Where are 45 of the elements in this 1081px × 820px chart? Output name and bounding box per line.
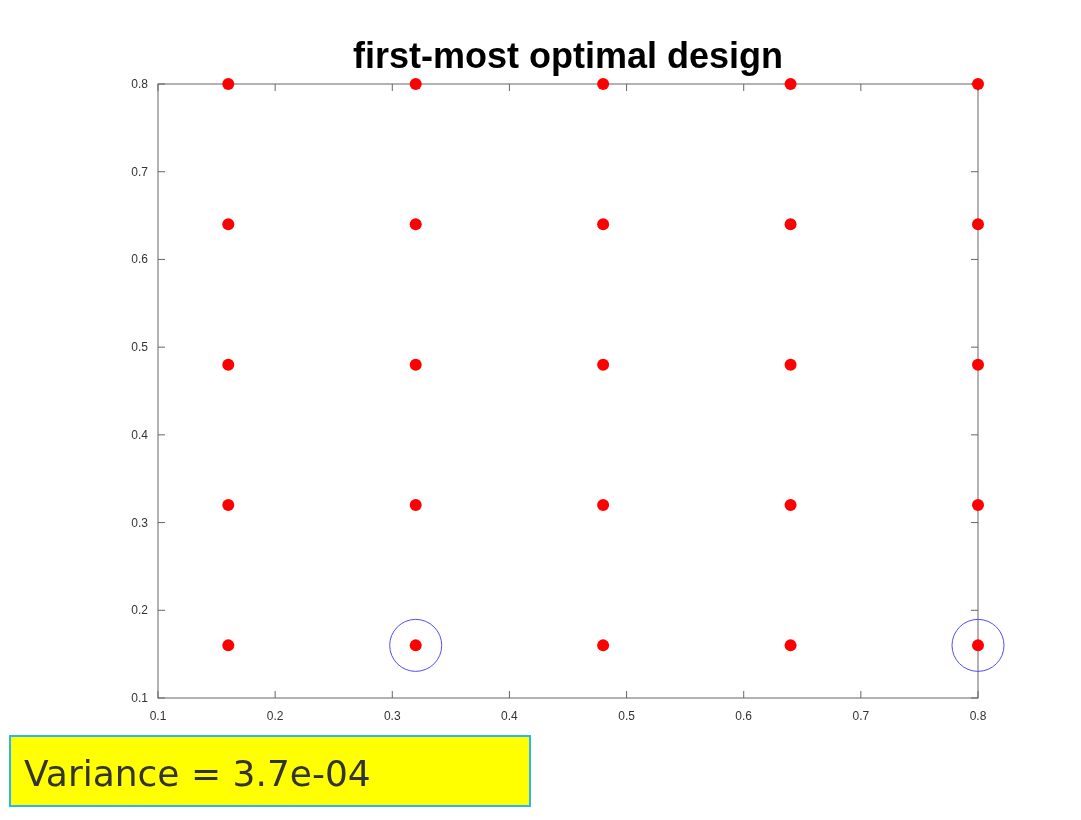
point — [951, 618, 1005, 672]
x-tick-label: 0.2 — [266, 709, 284, 723]
point — [972, 358, 984, 371]
x-tick-label: 0.3 — [383, 709, 401, 723]
text: Variance = 3.7e-04 — [24, 753, 371, 794]
point — [784, 499, 797, 512]
y-tick-label: 0.5 — [131, 340, 149, 355]
point — [597, 639, 610, 652]
x-tick-label: 0.6 — [735, 709, 753, 723]
point — [222, 499, 235, 512]
point — [409, 218, 422, 231]
point — [972, 499, 984, 512]
point — [597, 499, 610, 512]
point — [222, 218, 235, 231]
point — [972, 218, 984, 231]
point — [222, 639, 235, 652]
point — [784, 639, 797, 652]
x-tick-label: 0.4 — [501, 709, 519, 723]
x-tick-label: 0.8 — [969, 709, 987, 723]
point — [409, 78, 422, 90]
point — [597, 358, 610, 371]
point — [597, 218, 610, 231]
point — [972, 639, 984, 652]
point — [409, 499, 422, 512]
y-tick-label: 0.3 — [131, 515, 149, 530]
chart-title: first-most optimal design — [352, 35, 784, 76]
x-tick-label: 0.7 — [852, 709, 870, 723]
point — [972, 78, 984, 90]
point — [389, 618, 443, 672]
y-tick-label: 0.7 — [131, 164, 149, 179]
y-tick-label: 0.2 — [131, 603, 149, 618]
y-tick-label: 0.8 — [131, 77, 149, 91]
x-tick-label: 0.5 — [618, 709, 636, 723]
point — [222, 358, 235, 371]
point — [409, 639, 422, 652]
y-tick-label: 0.4 — [131, 427, 149, 442]
point — [784, 358, 797, 371]
point — [409, 358, 422, 371]
x-tick-label: 0.1 — [149, 709, 167, 723]
point — [222, 78, 235, 90]
point — [784, 78, 797, 90]
point — [784, 218, 797, 231]
y-tick-label: 0.1 — [131, 691, 149, 705]
point — [597, 78, 610, 90]
y-tick-label: 0.6 — [131, 252, 149, 267]
